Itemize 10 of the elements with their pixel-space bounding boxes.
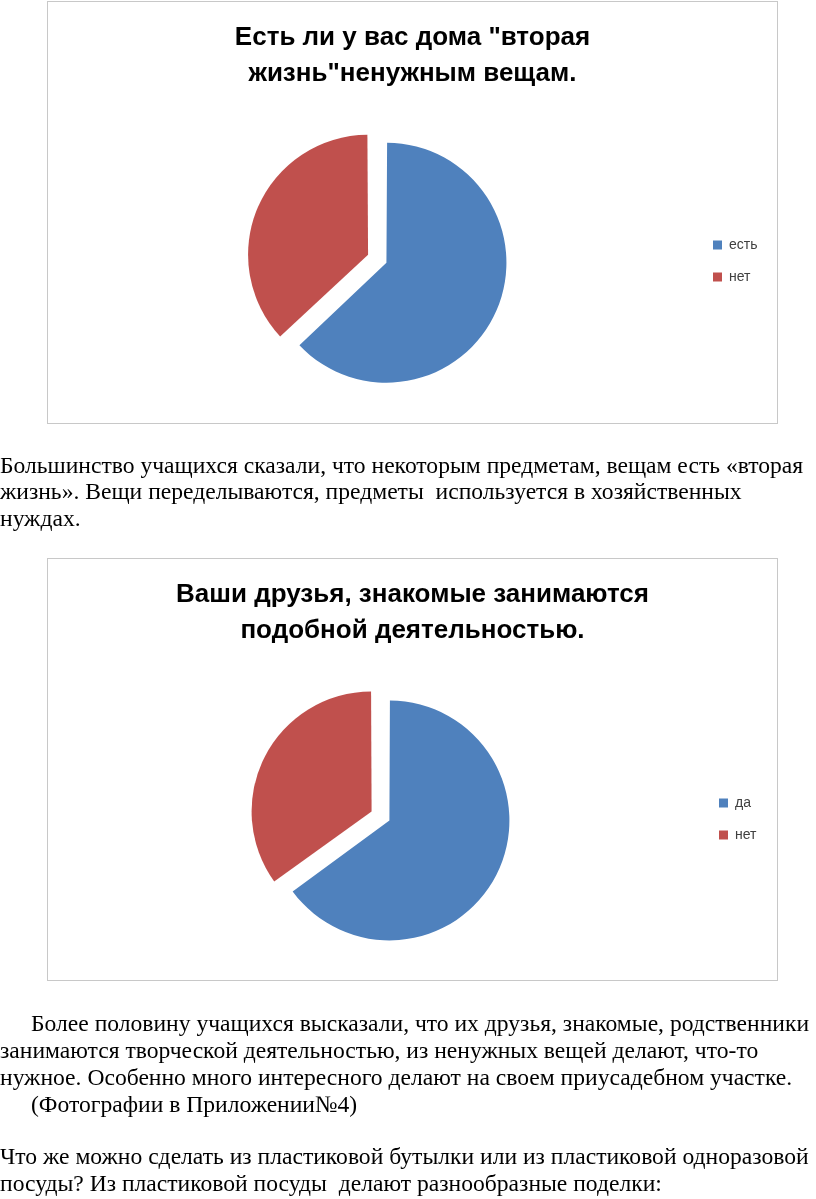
legend-label: нет <box>729 268 752 285</box>
text: Что же можно сделать из пластиковой бутылки или из пластиковой одноразовой посуды? Из пластиковой посуды делают разнообразные поделки: <box>0 1143 810 1197</box>
chart-title: Ваши друзья, знакомые занимаются подобной деятельностью. <box>175 577 650 646</box>
legend-label: есть <box>729 236 758 253</box>
chart-title: Есть ли у вас дома "вторая жизнь"ненужным вещам. <box>233 20 592 89</box>
text: Более половину учащихся высказали, что их друзья, знакомые, родственники занимаются творческой деятельностью, из ненужных вещей делают, что-то нужное. Особенно много интересного делают на своем приусадебном участке. <box>0 1010 811 1091</box>
text: (Фотографии в Приложении№4) <box>30 1091 359 1118</box>
legend-label: да <box>735 794 752 811</box>
text: Большинство учащихся сказали, что некоторым предметам, вещам есть «вторая жизнь». Вещи переделываются, предметы используется в хозяйственных нуждах. <box>0 452 805 531</box>
legend-label: нет <box>735 826 758 843</box>
